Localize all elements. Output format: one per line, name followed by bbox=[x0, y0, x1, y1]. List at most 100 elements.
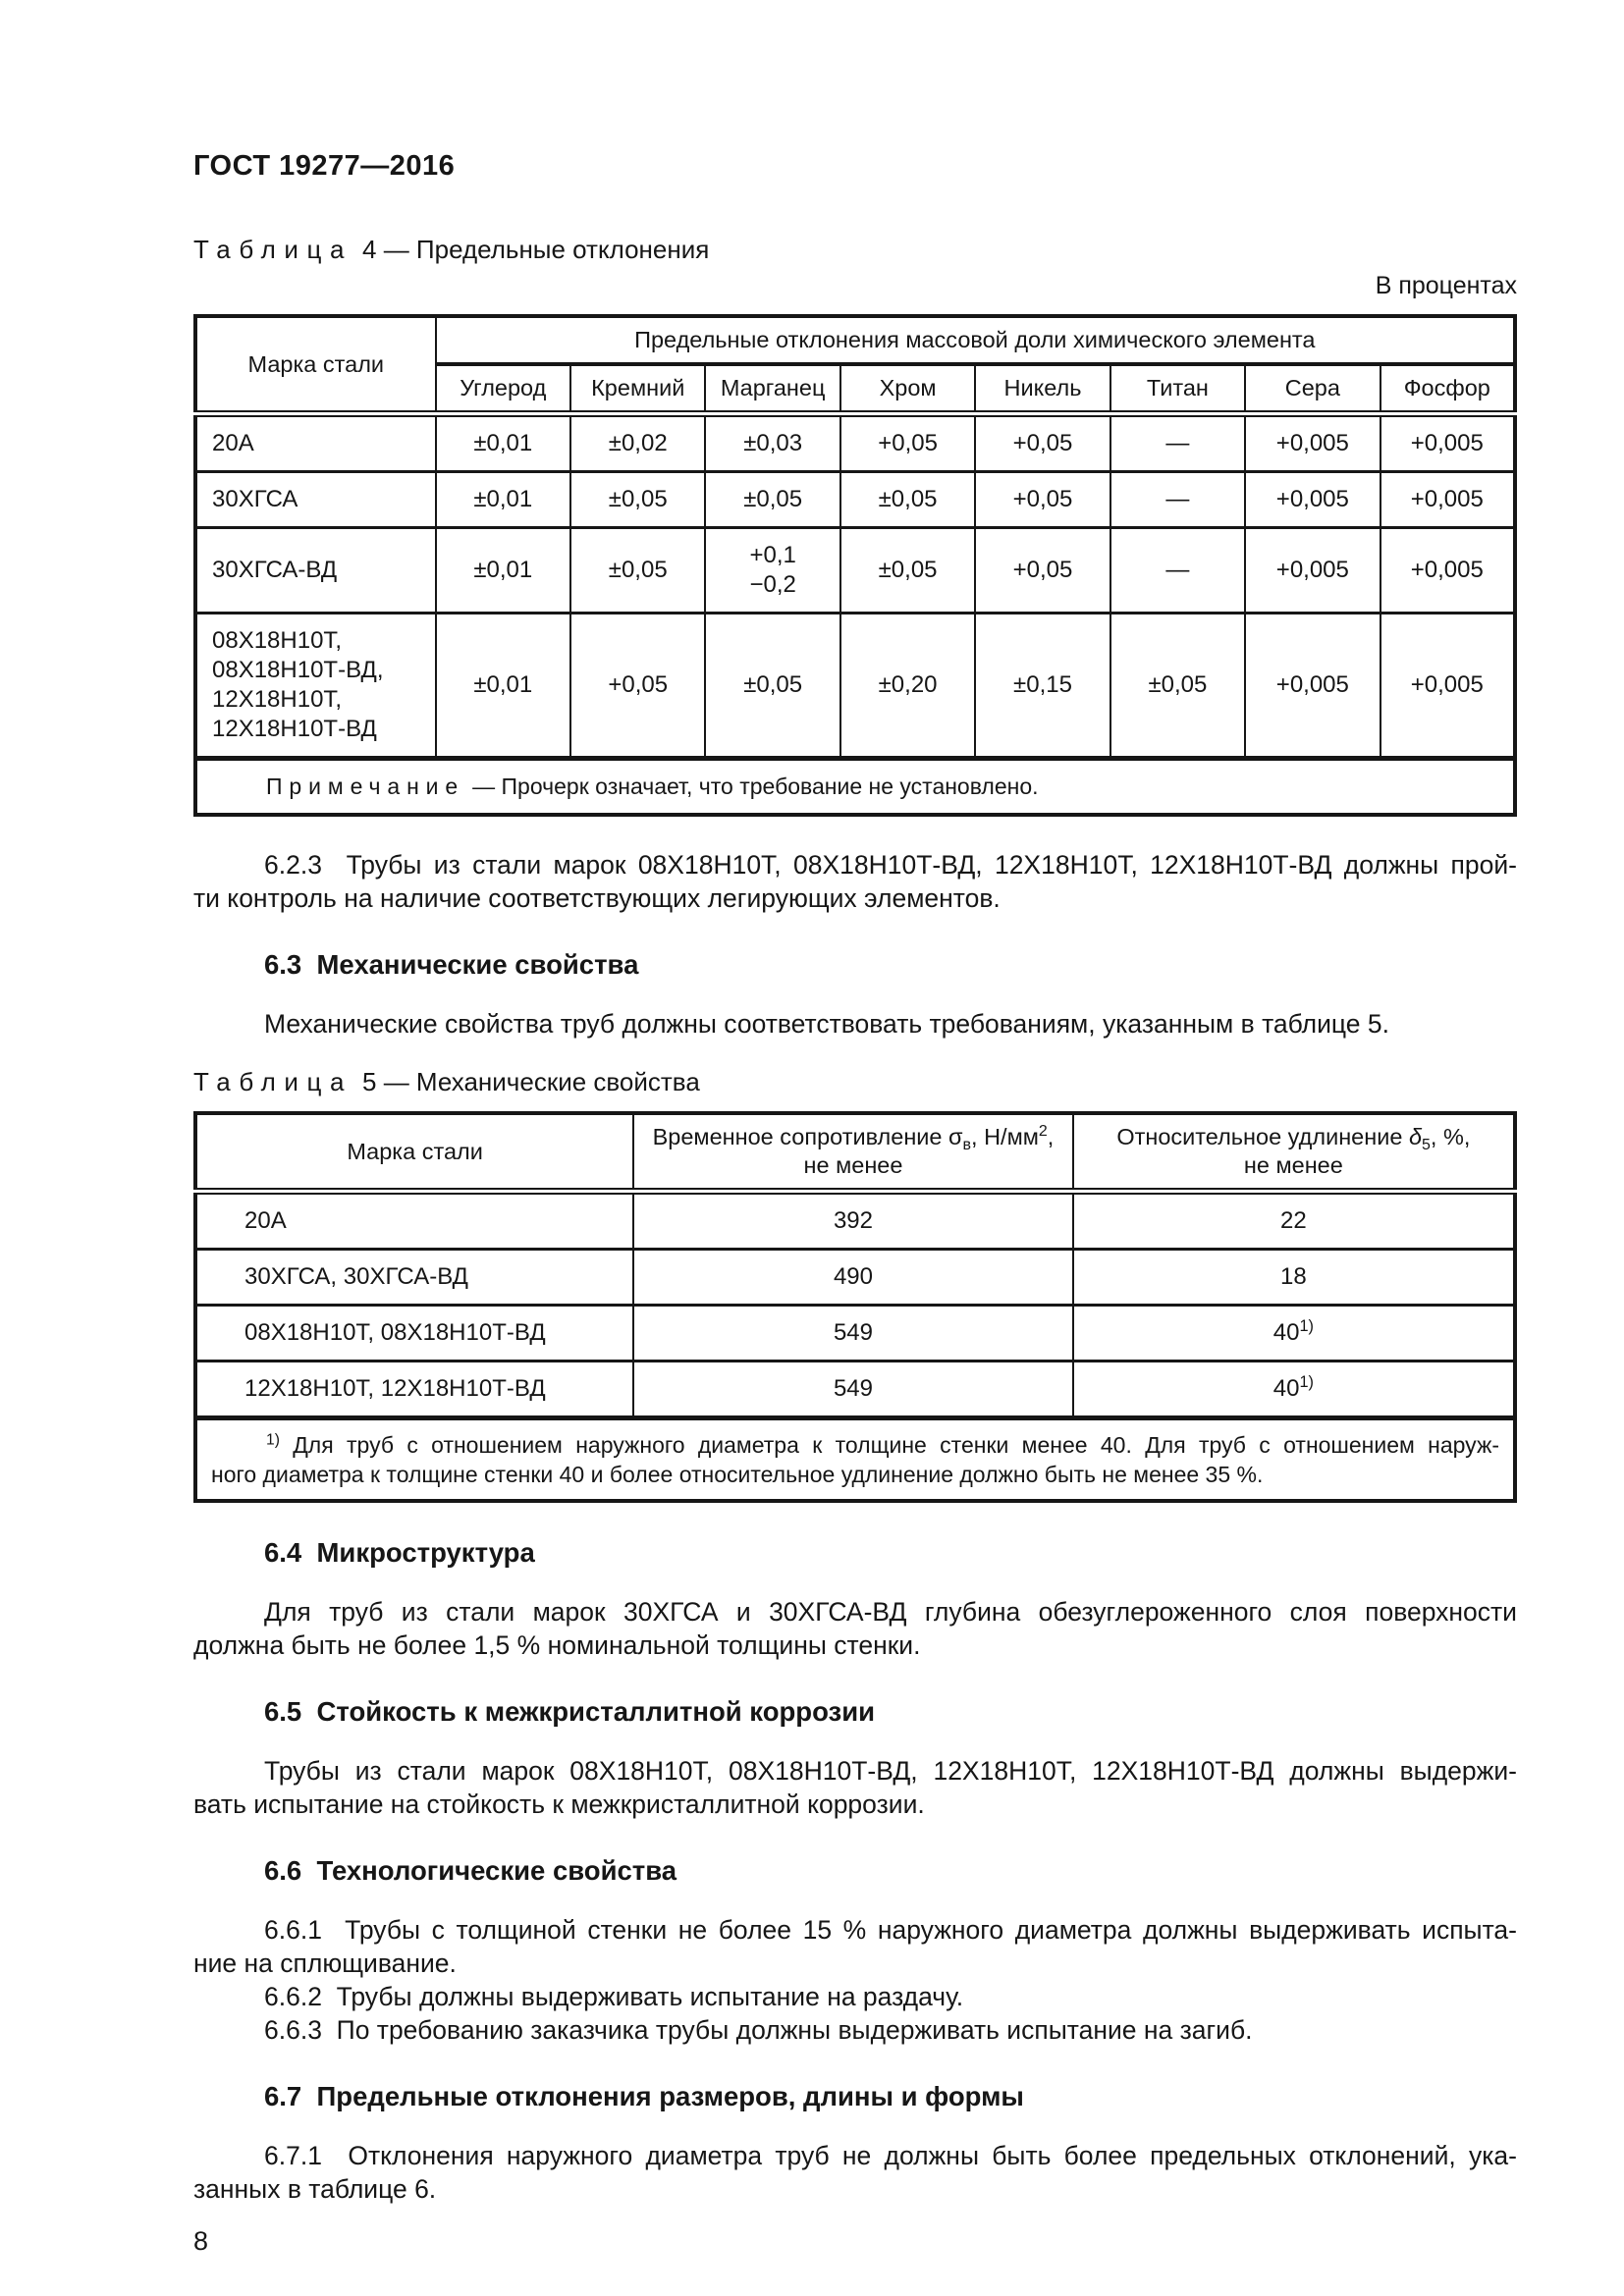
table-row: 20А 392 22 bbox=[193, 1190, 1517, 1251]
table4-caption: Таблица 4 — Предельные отклонения bbox=[193, 234, 1517, 265]
para-line: 6.6.3 По требованию заказчика трубы долж… bbox=[264, 2015, 1253, 2045]
table4-col-header: Никель bbox=[974, 363, 1111, 417]
sigma-symbol: σ bbox=[948, 1124, 963, 1149]
heading-6-5: 6.5 Стойкость к межкристаллитной коррози… bbox=[264, 1696, 875, 1727]
table4-span-header: Предельные отклонения массовой доли хими… bbox=[434, 315, 1517, 366]
para-line: Механические свойства труб должны соотве… bbox=[264, 1009, 1389, 1039]
value-cell: +0,005 bbox=[1379, 612, 1517, 760]
steel-grade-cell: 30ХГСА bbox=[194, 470, 437, 529]
heading-6-4: 6.4 Микроструктура bbox=[264, 1537, 535, 1568]
heading-6-3: 6.3 Механические свойства bbox=[264, 949, 639, 980]
document-code-header: ГОСТ 19277—2016 bbox=[193, 150, 456, 182]
elongation-value-cell: 401) bbox=[1071, 1304, 1517, 1362]
value-cell: — bbox=[1109, 526, 1247, 614]
value-cell: — bbox=[1109, 470, 1247, 529]
table5-footnote-row: 1) Для труб с отношением наружного диаме… bbox=[194, 1415, 1516, 1502]
value-cell: — bbox=[1109, 412, 1247, 473]
para-6-6-1: 6.6.1 Трубы с толщиной стенки не более 1… bbox=[193, 1913, 1517, 1980]
value-cell: +0,05 bbox=[839, 412, 977, 473]
tensile-value-cell: 549 bbox=[632, 1360, 1074, 1419]
para-line: Трубы из стали марок 08Х18Н10Т, 08Х18Н10… bbox=[264, 1756, 1517, 1786]
para-line: Для труб из стали марок 30ХГСА и 30ХГСА-… bbox=[264, 1597, 1517, 1627]
header-text: не менее bbox=[803, 1152, 903, 1178]
steel-grade-cell: 08Х18Н10Т, 08Х18Н10Т-ВД bbox=[193, 1304, 635, 1362]
para-line: занных в таблице 6. bbox=[193, 2174, 437, 2204]
elongation-value-cell: 18 bbox=[1071, 1248, 1517, 1307]
table4-col-header: Углерод bbox=[434, 363, 572, 417]
header-text: , bbox=[1047, 1124, 1055, 1149]
table4-col-header: Сера bbox=[1244, 363, 1381, 417]
steel-grade-cell: 30ХГСА-ВД bbox=[194, 526, 437, 614]
para-6-4: Для труб из стали марок 30ХГСА и 30ХГСА-… bbox=[193, 1595, 1517, 1662]
para-line: 6.7.1 Отклонения наружного диаметра труб… bbox=[264, 2141, 1517, 2170]
heading-6-6: 6.6 Технологические свойства bbox=[264, 1855, 677, 1886]
footnote-marker: 1) bbox=[1299, 1317, 1314, 1335]
table5-footnote-cell: 1) Для труб с отношением наружного диаме… bbox=[194, 1415, 1516, 1502]
table4-col-header: Титан bbox=[1109, 363, 1247, 417]
para-line: 6.6.2 Трубы должны выдерживать испытание… bbox=[264, 1982, 964, 2011]
table4-col-header: Марганец bbox=[704, 363, 841, 417]
para-6-2-3: 6.2.3 Трубы из стали марок 08Х18Н10Т, 08… bbox=[193, 848, 1517, 915]
table4-caption-title: 4 — Предельные отклонения bbox=[362, 235, 710, 264]
footnote-text: Для труб с отношением наружного диаметра… bbox=[279, 1432, 1499, 1458]
para-6-6-3: 6.6.3 По требованию заказчика трубы долж… bbox=[193, 2013, 1517, 2047]
note-text: — Прочерк означает, что требование не ус… bbox=[472, 774, 1039, 799]
steel-grade-cell: 12Х18Н10Т, 12Х18Н10Т-ВД bbox=[193, 1360, 635, 1419]
value-cell: +0,05 bbox=[569, 612, 707, 760]
value-cell: ±0,01 bbox=[434, 526, 572, 614]
value-cell: +0,005 bbox=[1379, 526, 1517, 614]
table4-col-header: Хром bbox=[839, 363, 977, 417]
value-cell: +0,005 bbox=[1244, 412, 1381, 473]
value-cell: +0,005 bbox=[1379, 470, 1517, 529]
header-text: , Н/мм bbox=[971, 1124, 1039, 1149]
table4-note-cell: Примечание — Прочерк означает, что требов… bbox=[194, 756, 1516, 816]
para-6-6-2: 6.6.2 Трубы должны выдерживать испытание… bbox=[193, 1980, 1517, 2013]
value-text: 18 bbox=[1280, 1263, 1307, 1290]
note-label: Примечание bbox=[266, 774, 465, 799]
value-text: 40 bbox=[1272, 1375, 1300, 1402]
steel-grade-cell: 08Х18Н10Т, 08Х18Н10Т-ВД, 12Х18Н10Т, 12Х1… bbox=[194, 612, 437, 760]
value-cell: ±0,05 bbox=[569, 526, 707, 614]
value-cell: ±0,05 bbox=[704, 612, 841, 760]
value-cell: +0,1 −0,2 bbox=[704, 526, 841, 614]
table-row: 12Х18Н10Т, 12Х18Н10Т-ВД 549 401) bbox=[193, 1360, 1517, 1419]
table4-header-row-2: Углерод Кремний Марганец Хром Никель Тит… bbox=[195, 363, 1517, 417]
steel-grade-cell: 20А bbox=[193, 1190, 635, 1251]
header-text: Временное сопротивление bbox=[652, 1124, 949, 1149]
table5-header-row: Марка стали Временное сопротивление σв, … bbox=[193, 1112, 1517, 1195]
table4-col-header: Фосфор bbox=[1379, 363, 1517, 417]
table4-note-row: Примечание — Прочерк означает, что требов… bbox=[194, 756, 1516, 816]
para-line: 6.6.1 Трубы с толщиной стенки не более 1… bbox=[264, 1915, 1517, 1945]
table4-header-row-1: Марка стали Предельные отклонения массов… bbox=[194, 315, 1517, 417]
table5-tensile-header: Временное сопротивление σв, Н/мм2, не мен… bbox=[632, 1112, 1074, 1195]
heading-6-7: 6.7 Предельные отклонения размеров, длин… bbox=[264, 2081, 1024, 2111]
table-row: 20А ±0,01 ±0,02 ±0,03 +0,05 +0,05 — +0,0… bbox=[194, 412, 1517, 473]
value-cell: ±0,02 bbox=[569, 412, 707, 473]
tensile-value-cell: 392 bbox=[632, 1190, 1074, 1251]
para-line: ние на сплющивание. bbox=[193, 1949, 457, 1978]
sigma-subscript: в bbox=[962, 1136, 972, 1153]
table5-caption-title: 5 — Механические свойства bbox=[362, 1067, 700, 1096]
table4-caption-word: Таблица bbox=[193, 235, 353, 264]
page-number: 8 bbox=[193, 2226, 209, 2256]
table-row: 08Х18Н10Т, 08Х18Н10Т-ВД, 12Х18Н10Т, 12Х1… bbox=[194, 612, 1517, 760]
steel-grade-cell: 20А bbox=[194, 412, 437, 473]
table4-units-note: В процентах bbox=[1375, 272, 1517, 299]
table4-col-header: Кремний bbox=[569, 363, 707, 417]
value-cell: ±0,01 bbox=[434, 412, 572, 473]
value-cell: ±0,03 bbox=[704, 412, 841, 473]
value-cell: +0,005 bbox=[1244, 612, 1381, 760]
table-row: 30ХГСА, 30ХГСА-ВД 490 18 bbox=[193, 1248, 1517, 1307]
value-cell: ±0,05 bbox=[704, 470, 841, 529]
para-line: вать испытание на стойкость к межкристал… bbox=[193, 1789, 925, 1819]
steel-grade-cell: 30ХГСА, 30ХГСА-ВД bbox=[193, 1248, 635, 1307]
header-text: не менее bbox=[1243, 1152, 1343, 1178]
footnote-marker: 1) bbox=[266, 1431, 280, 1449]
para-6-5: Трубы из стали марок 08Х18Н10Т, 08Х18Н10… bbox=[193, 1754, 1517, 1821]
value-cell: ±0,05 bbox=[839, 470, 977, 529]
value-text: 22 bbox=[1280, 1207, 1307, 1234]
value-cell: ±0,05 bbox=[839, 526, 977, 614]
para-6-7-1: 6.7.1 Отклонения наружного диаметра труб… bbox=[193, 2139, 1517, 2206]
